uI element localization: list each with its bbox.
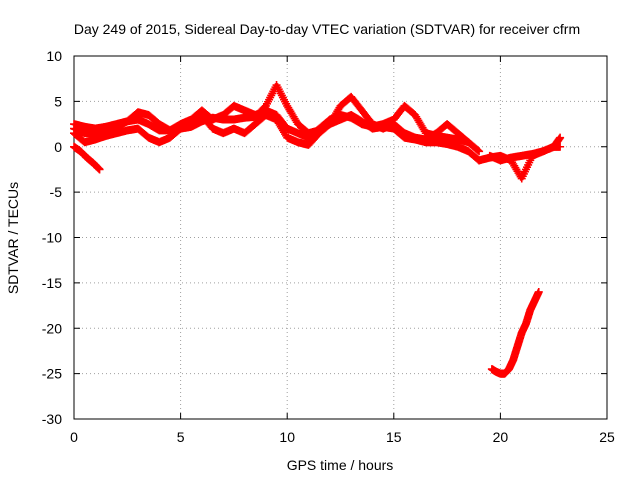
data-point bbox=[464, 138, 473, 147]
data-point bbox=[556, 133, 565, 142]
x-axis-label: GPS time / hours bbox=[287, 457, 394, 473]
series-track-7 bbox=[487, 287, 543, 378]
chart-title: Day 249 of 2015, Sidereal Day-to-day VTE… bbox=[74, 21, 580, 37]
y-tick-label: -30 bbox=[42, 411, 62, 427]
data-point bbox=[475, 147, 484, 156]
series-track-6 bbox=[475, 142, 565, 183]
x-tick-label: 25 bbox=[599, 429, 615, 445]
x-tick-label: 10 bbox=[279, 429, 295, 445]
data-points bbox=[70, 81, 565, 378]
y-tick-labels: 10 5 0 -5 -10 -15 -20 -25 -30 bbox=[42, 48, 62, 427]
axis-ticks bbox=[73, 55, 608, 420]
y-tick-label: -20 bbox=[42, 320, 62, 336]
y-tick-label: -25 bbox=[42, 366, 62, 382]
y-tick-label: -10 bbox=[42, 230, 62, 246]
series-track-4 bbox=[70, 142, 104, 174]
y-tick-label: 10 bbox=[46, 48, 62, 64]
data-point bbox=[534, 287, 543, 296]
data-point bbox=[556, 142, 565, 151]
x-tick-label: 0 bbox=[70, 429, 78, 445]
x-tick-labels: 0 5 10 15 20 25 bbox=[70, 429, 615, 445]
y-tick-label: 5 bbox=[54, 93, 62, 109]
data-point bbox=[474, 146, 483, 155]
y-axis-label: SDTVAR / TECUs bbox=[5, 182, 21, 294]
series-track-3 bbox=[70, 110, 484, 165]
y-tick-label: 0 bbox=[54, 139, 62, 155]
x-tick-label: 5 bbox=[177, 429, 185, 445]
x-tick-label: 15 bbox=[386, 429, 402, 445]
y-tick-label: -5 bbox=[50, 184, 63, 200]
x-tick-label: 20 bbox=[493, 429, 509, 445]
y-tick-label: -15 bbox=[42, 275, 62, 291]
data-point bbox=[95, 165, 104, 174]
